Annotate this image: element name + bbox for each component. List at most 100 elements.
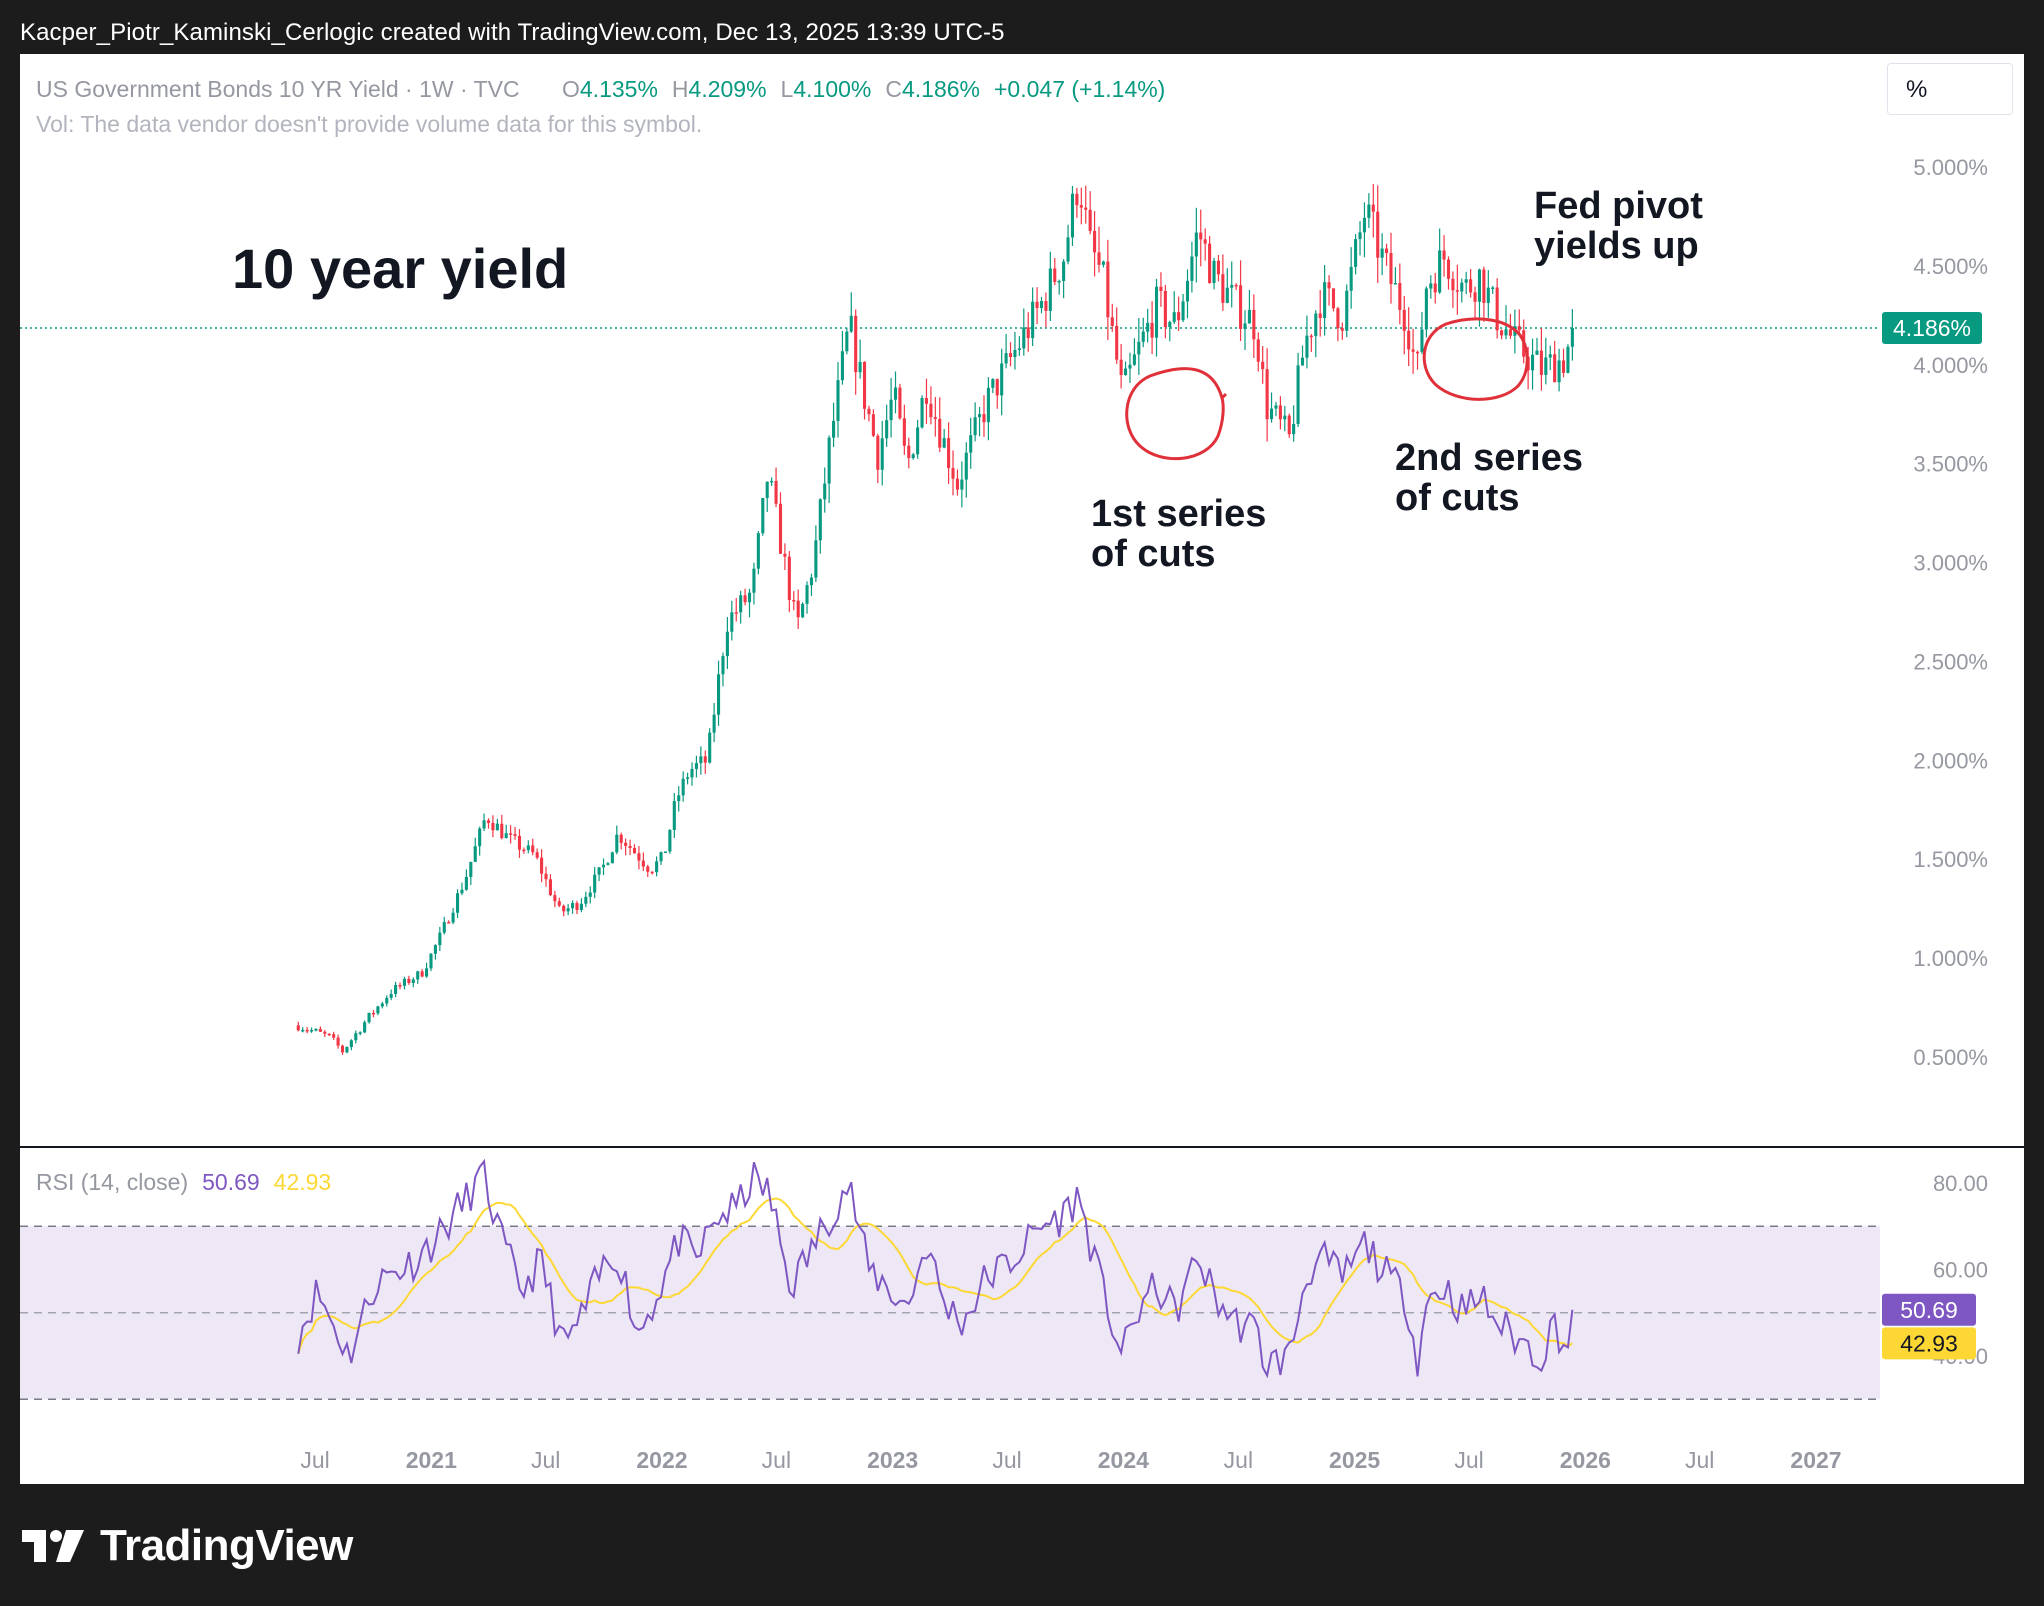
time-tick-label: 2025 <box>1329 1447 1380 1473</box>
candle-body <box>1044 301 1048 311</box>
candle-body <box>1101 261 1105 265</box>
candle-body <box>880 438 884 470</box>
candle-body <box>394 985 398 994</box>
candle-body <box>920 398 924 428</box>
candle-body <box>1535 350 1539 355</box>
candle-body <box>637 853 641 861</box>
candle-body <box>845 331 849 352</box>
candle-body <box>991 379 995 388</box>
time-tick-label: Jul <box>1224 1447 1253 1473</box>
candle-body <box>929 403 933 418</box>
annotation-cuts2-line2: of cuts <box>1395 477 1520 519</box>
candle-body <box>323 1031 327 1034</box>
time-tick-label: Jul <box>531 1447 560 1473</box>
annotation-cuts2-line1: 2nd series <box>1395 437 1583 479</box>
candle-body <box>809 577 813 586</box>
time-tick-label: Jul <box>762 1447 791 1473</box>
candle-body <box>1048 268 1052 311</box>
candle-body <box>1261 361 1265 370</box>
candle-body <box>902 418 906 446</box>
candle-body <box>1221 274 1225 303</box>
candle-body <box>1367 204 1371 218</box>
tradingview-logo[interactable]: TradingView <box>22 1521 353 1570</box>
candle-body <box>1469 279 1473 293</box>
tradingview-logo-text: TradingView <box>100 1521 353 1570</box>
price-tick-label: 3.000% <box>1913 551 1988 576</box>
candle-body <box>752 568 756 593</box>
candle-body <box>1190 256 1194 281</box>
candle-body <box>677 795 681 802</box>
candle-body <box>1243 323 1247 329</box>
candle-body <box>995 379 999 396</box>
candle-body <box>1013 349 1017 358</box>
candle-body <box>1438 250 1442 293</box>
candle-body <box>1557 360 1561 383</box>
candle-body <box>743 595 747 603</box>
candle-body <box>526 845 530 851</box>
candle-body <box>336 1037 340 1046</box>
legend-close-label: C <box>885 76 902 102</box>
legend-high-value: 4.209% <box>689 76 767 102</box>
percent-scale-button[interactable]: % <box>1887 63 2013 115</box>
candle-body <box>1292 423 1296 435</box>
candle-body <box>455 893 460 913</box>
candle-body <box>380 1003 384 1007</box>
rsi-ma-value-tag-text: 42.93 <box>1900 1330 1958 1356</box>
rsi-label: RSI (14, close) <box>36 1169 188 1195</box>
candle-body <box>1265 369 1269 420</box>
candle-body <box>1017 348 1021 350</box>
candle-body <box>1544 357 1548 375</box>
candle-body <box>610 852 614 864</box>
candle-body <box>407 978 411 983</box>
candle-body <box>1269 408 1274 420</box>
last-price-tag-text: 4.186% <box>1893 315 1971 341</box>
candle-body <box>553 895 557 902</box>
time-tick-label: 2021 <box>406 1447 457 1473</box>
candle-body <box>1194 232 1198 257</box>
candle-body <box>1199 232 1203 240</box>
candle-body <box>774 480 778 504</box>
candle-body <box>986 387 990 423</box>
candle-body <box>1079 205 1083 208</box>
candle-body <box>668 829 672 852</box>
candle-body <box>579 903 583 910</box>
time-axis[interactable]: Jul 2021 Jul 2022 Jul 2023 Jul 2024 Jul 2025 Jul 20… <box>300 1447 1841 1473</box>
chart-svg[interactable]: 5.000% 4.500% 4.000% 3.500% 3.000% 2.500% 2.00… <box>0 0 2044 1484</box>
candle-body <box>823 483 827 500</box>
candle-body <box>327 1033 331 1036</box>
candle-body <box>1053 268 1057 282</box>
candle-body <box>960 479 964 490</box>
candle-body <box>1035 301 1039 308</box>
candle-body <box>1504 329 1508 336</box>
candle-body <box>1429 283 1433 289</box>
legend-symbol[interactable]: US Government Bonds 10 YR Yield · 1W · T… <box>36 76 520 102</box>
price-tick-label: 2.500% <box>1913 649 1988 674</box>
candle-body <box>924 398 929 404</box>
candle-body <box>1146 322 1150 332</box>
candle-body <box>1137 341 1141 355</box>
candle-body <box>1376 211 1380 258</box>
candle-body <box>854 315 858 373</box>
time-tick-label: Jul <box>1454 1447 1483 1473</box>
candle-body <box>1442 250 1446 260</box>
legend-open-value: 4.135% <box>580 76 658 102</box>
legend-high-label: H <box>672 76 689 102</box>
candle-body <box>1022 327 1026 349</box>
time-tick-label: Jul <box>300 1447 329 1473</box>
candle-body <box>1057 280 1061 283</box>
candle-body <box>1420 329 1424 352</box>
rsi-ma-value-tag <box>1882 1327 1976 1360</box>
candle-body <box>1181 301 1185 321</box>
candle-body <box>982 414 986 423</box>
price-axis[interactable]: 5.000% 4.500% 4.000% 3.500% 3.000% 2.500% 2.00… <box>1913 155 1988 1070</box>
candle-body <box>1177 312 1181 321</box>
candle-body <box>1407 330 1411 350</box>
candle-body <box>964 452 968 480</box>
price-tick-label: 1.500% <box>1913 847 1988 872</box>
candles-layer <box>296 184 1574 1055</box>
rsi-legend[interactable]: RSI (14, close) 50.69 42.93 <box>36 1169 331 1195</box>
candle-body <box>969 435 973 453</box>
price-tick-label: 3.500% <box>1913 452 1988 477</box>
candle-body <box>1477 269 1482 302</box>
